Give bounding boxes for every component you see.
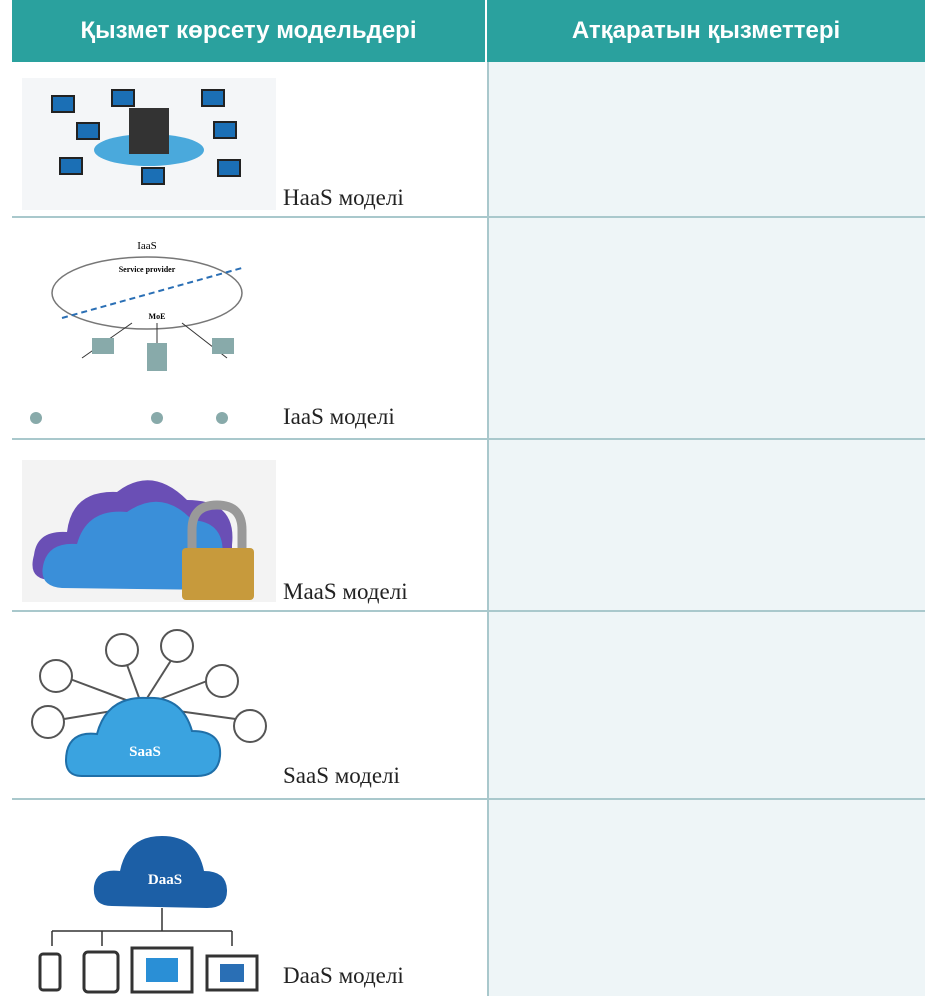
image-text: MoE: [149, 312, 166, 321]
row-label: HaaS моделі: [283, 185, 404, 210]
table-row: DaaS DaaS моделі: [12, 800, 925, 996]
image-text: DaaS: [148, 872, 182, 888]
table-row: IaaS Service provider MoE IaaS моделі: [12, 218, 925, 440]
haas-image: [22, 78, 276, 210]
row-label: MaaS моделі: [283, 579, 408, 604]
maas-image: [22, 460, 276, 602]
row-label: SaaS моделі: [283, 763, 400, 788]
row-label: IaaS моделі: [283, 404, 395, 429]
iaas-image: IaaS Service provider MoE: [22, 238, 276, 430]
table-row: HaaS моделі: [12, 62, 925, 218]
table-row: MaaS моделі: [12, 440, 925, 612]
daas-image: DaaS: [22, 816, 276, 996]
empty-cell: [487, 62, 925, 216]
empty-cell: [487, 800, 925, 996]
row-label: DaaS моделі: [283, 963, 404, 988]
empty-cell: [487, 440, 925, 610]
empty-cell: [487, 612, 925, 798]
empty-cell: [487, 218, 925, 438]
image-text: IaaS: [137, 240, 157, 252]
saas-image: SaaS: [22, 626, 276, 790]
table-row: SaaS SaaS моделі: [12, 612, 925, 800]
image-text: SaaS: [129, 744, 161, 760]
image-text: Service provider: [119, 265, 176, 274]
header-cell: Атқаратын қызметтері: [487, 0, 925, 62]
header-cell: Қызмет көрсету модельдері: [12, 0, 485, 62]
